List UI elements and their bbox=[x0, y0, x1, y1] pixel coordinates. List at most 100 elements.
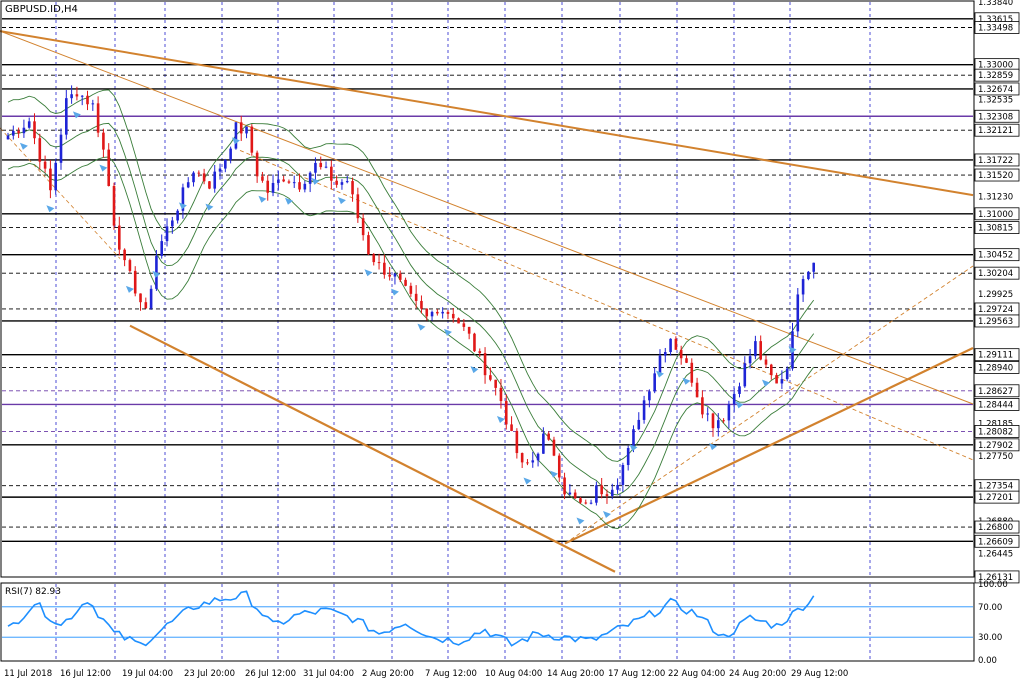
candle-body bbox=[319, 162, 323, 168]
chart-title: GBPUSD.ID,H4 bbox=[5, 4, 78, 15]
candle bbox=[764, 355, 768, 369]
price-tick-label: 1.27902 bbox=[978, 441, 1013, 451]
candle bbox=[754, 335, 757, 360]
price-label-box bbox=[974, 348, 1020, 362]
candle-body bbox=[208, 181, 211, 189]
price-tick-label: 1.31520 bbox=[978, 171, 1013, 181]
price-tick-label: 1.30452 bbox=[978, 251, 1013, 261]
candle-body bbox=[155, 255, 158, 289]
price-tick-label: 1.32308 bbox=[978, 112, 1013, 122]
candle-body bbox=[754, 341, 757, 357]
candle-body bbox=[711, 413, 715, 429]
candle bbox=[75, 86, 79, 101]
fractal-arrow bbox=[735, 401, 744, 409]
candle-body bbox=[557, 455, 561, 478]
candle bbox=[796, 287, 800, 338]
candle bbox=[595, 481, 598, 506]
candle bbox=[377, 253, 381, 270]
price-tick-label: 1.28444 bbox=[978, 400, 1013, 410]
candle-body bbox=[690, 362, 694, 383]
trendline bbox=[129, 324, 616, 573]
candle bbox=[38, 133, 42, 170]
candle bbox=[414, 285, 418, 309]
candle-body bbox=[589, 502, 593, 504]
price-label-box bbox=[974, 68, 1020, 82]
candle bbox=[372, 252, 376, 266]
candle-body bbox=[266, 180, 270, 193]
candle bbox=[54, 159, 58, 195]
candle-body bbox=[308, 172, 312, 184]
fractal-arrow bbox=[178, 202, 187, 210]
candle bbox=[96, 96, 100, 138]
candle bbox=[499, 379, 503, 409]
candle-body bbox=[812, 262, 815, 272]
fractal-arrow bbox=[417, 323, 426, 331]
price-tick-label: 1.29111 bbox=[978, 351, 1013, 361]
candle-body bbox=[679, 349, 683, 359]
candle-body bbox=[139, 293, 142, 303]
price-tick-label: 1.30815 bbox=[978, 224, 1013, 234]
candle-body bbox=[499, 387, 503, 402]
candle-body bbox=[446, 311, 450, 314]
candle-body bbox=[17, 130, 20, 134]
candle-body bbox=[796, 294, 800, 332]
candle-body bbox=[335, 180, 338, 185]
candle bbox=[510, 416, 513, 432]
candle-body bbox=[531, 460, 535, 463]
candle bbox=[49, 159, 52, 199]
candle bbox=[319, 156, 323, 170]
candle-body bbox=[393, 273, 397, 277]
price-tick-label: 1.29925 bbox=[978, 290, 1013, 300]
candle bbox=[610, 483, 614, 500]
candle bbox=[277, 170, 280, 191]
candle bbox=[759, 335, 762, 361]
candle bbox=[648, 389, 651, 408]
rsi-tick-label: 100.00 bbox=[978, 580, 1008, 590]
candle-body bbox=[292, 182, 296, 184]
candle-body bbox=[107, 149, 111, 187]
candle bbox=[335, 175, 338, 188]
candle-body bbox=[38, 138, 42, 162]
candle-body bbox=[186, 182, 190, 188]
candle-body bbox=[780, 379, 784, 384]
candle bbox=[340, 179, 344, 190]
candle-body bbox=[478, 351, 482, 354]
candle bbox=[621, 462, 625, 492]
candle-body bbox=[716, 420, 720, 429]
candle-body bbox=[75, 94, 79, 97]
candle bbox=[398, 270, 402, 283]
candle bbox=[393, 272, 397, 285]
candle-body bbox=[626, 448, 630, 466]
candle-body bbox=[632, 429, 635, 449]
candle bbox=[351, 177, 354, 202]
candle bbox=[361, 213, 365, 241]
price-tick-label: 1.28627 bbox=[978, 387, 1013, 397]
price-tick-label: 1.27201 bbox=[978, 493, 1013, 503]
time-tick-label: 11 Jul 2018 bbox=[4, 669, 52, 679]
candle-body bbox=[351, 181, 354, 195]
candle-body bbox=[563, 477, 566, 495]
candle bbox=[6, 132, 10, 140]
candle-body bbox=[732, 393, 736, 405]
candle-body bbox=[361, 218, 365, 236]
candle-body bbox=[133, 270, 137, 294]
candle-body bbox=[483, 353, 487, 376]
candle bbox=[711, 412, 715, 437]
candle bbox=[584, 499, 588, 505]
trendline bbox=[564, 265, 974, 544]
candle-body bbox=[600, 485, 603, 495]
rsi-tick-label: 70.00 bbox=[978, 603, 1002, 613]
candle bbox=[155, 250, 158, 291]
bollinger-mid bbox=[7, 122, 815, 496]
candle-body bbox=[520, 453, 524, 463]
candle-body bbox=[663, 352, 667, 356]
fractal-arrow bbox=[258, 195, 267, 203]
candle bbox=[706, 407, 709, 422]
candle bbox=[118, 216, 121, 256]
candle bbox=[425, 308, 429, 321]
candle bbox=[404, 277, 407, 287]
fractal-arrow bbox=[311, 177, 320, 185]
time-tick-label: 22 Aug 04:00 bbox=[668, 669, 725, 679]
